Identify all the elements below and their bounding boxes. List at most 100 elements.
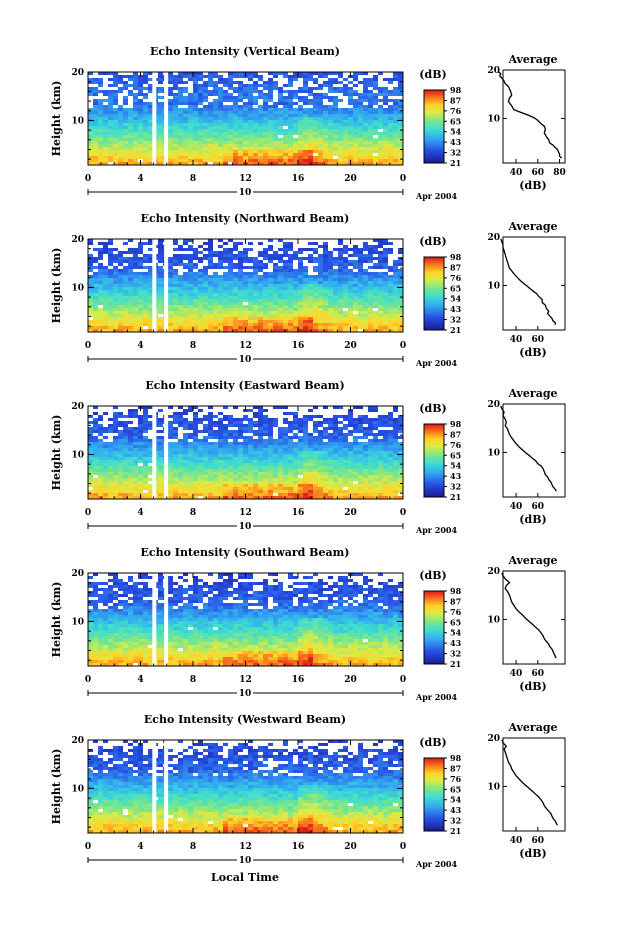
heatmap-cell xyxy=(228,424,233,427)
heatmap-cell xyxy=(258,156,263,159)
heatmap-cell xyxy=(203,457,208,460)
heatmap-cell xyxy=(238,314,243,317)
heatmap-cell xyxy=(183,87,188,90)
heatmap-cell xyxy=(258,135,263,138)
heatmap-cell xyxy=(243,132,248,135)
heatmap-cell xyxy=(243,466,248,469)
heatmap-cell xyxy=(343,433,348,436)
heatmap-cell xyxy=(328,293,333,296)
heatmap-cell xyxy=(293,93,298,96)
heatmap-cell xyxy=(168,117,173,120)
heatmap-cell xyxy=(263,439,268,442)
heatmap-cell xyxy=(288,326,293,329)
heatmap-cell xyxy=(278,451,283,454)
heatmap-cell xyxy=(313,105,318,108)
heatmap-cell xyxy=(188,329,193,332)
colorbar-band xyxy=(424,95,444,97)
heatmap-cell xyxy=(308,278,313,281)
heatmap-cell xyxy=(363,305,368,308)
heatmap-cell xyxy=(108,260,113,263)
heatmap-cell xyxy=(93,111,98,114)
heatmap-cell xyxy=(303,129,308,132)
heatmap-cell xyxy=(353,144,358,147)
heatmap-cell xyxy=(128,239,133,242)
heatmap-cell xyxy=(103,72,108,75)
heatmap-cell xyxy=(368,99,373,102)
heatmap-cell xyxy=(123,81,128,84)
heatmap-cell xyxy=(323,114,328,117)
heatmap-cell xyxy=(263,293,268,296)
heatmap-cell xyxy=(298,281,303,284)
heatmap-cell xyxy=(88,415,93,418)
heatmap-cell xyxy=(113,135,118,138)
heatmap-cell xyxy=(183,254,188,257)
heatmap-cell xyxy=(288,287,293,290)
heatmap-cell xyxy=(373,299,378,302)
heatmap-cell xyxy=(343,269,348,272)
heatmap-cell xyxy=(243,314,248,317)
colorbar-band xyxy=(424,299,444,301)
heatmap-cell xyxy=(158,260,163,263)
heatmap-cell xyxy=(193,272,198,275)
heatmap-cell xyxy=(123,117,128,120)
heatmap-cell xyxy=(238,427,243,430)
heatmap-cell xyxy=(228,436,233,439)
heatmap-cell xyxy=(158,114,163,117)
heatmap-cell xyxy=(233,454,238,457)
heatmap-cell xyxy=(263,99,268,102)
heatmap-cell xyxy=(398,287,403,290)
heatmap-cell xyxy=(233,445,238,448)
heatmap-cell xyxy=(343,454,348,457)
heatmap-cell xyxy=(233,254,238,257)
heatmap-cell xyxy=(288,96,293,99)
colorbar-band xyxy=(424,160,444,162)
heatmap-cell xyxy=(88,329,93,332)
heatmap-cell xyxy=(388,454,393,457)
heatmap-cell xyxy=(158,302,163,305)
heatmap-cell xyxy=(213,266,218,269)
heatmap-cell xyxy=(193,424,198,427)
heatmap-cell xyxy=(258,269,263,272)
heatmap-cell xyxy=(353,406,358,409)
heatmap-cell xyxy=(213,156,218,159)
heatmap-cell xyxy=(123,102,128,105)
heatmap-cell xyxy=(388,305,393,308)
heatmap-cell xyxy=(178,129,183,132)
heatmap-cell xyxy=(243,442,248,445)
heatmap-cell xyxy=(358,317,363,320)
heatmap-cell xyxy=(338,406,343,409)
heatmap-cell xyxy=(98,162,103,165)
heatmap-cell xyxy=(383,96,388,99)
heatmap-cell xyxy=(148,159,153,162)
heatmap-cell xyxy=(273,293,278,296)
heatmap-cell xyxy=(268,284,273,287)
heatmap-cell xyxy=(218,141,223,144)
heatmap-cell xyxy=(208,460,213,463)
colorbar-band xyxy=(424,90,444,92)
heatmap-cell xyxy=(203,320,208,323)
heatmap-cell xyxy=(233,460,238,463)
heatmap-cell xyxy=(93,153,98,156)
heatmap-cell xyxy=(188,72,193,75)
heatmap-cell xyxy=(118,469,123,472)
heatmap-cell xyxy=(248,93,253,96)
heatmap-cell xyxy=(373,451,378,454)
heatmap-cell xyxy=(238,126,243,129)
heatmap-cell xyxy=(128,326,133,329)
heatmap-cell xyxy=(218,430,223,433)
heatmap-cell xyxy=(308,114,313,117)
heatmap-cell xyxy=(98,439,103,442)
heatmap-cell xyxy=(248,108,253,111)
heatmap-cell xyxy=(308,326,313,329)
heatmap-cell xyxy=(123,314,128,317)
heatmap-cell xyxy=(233,111,238,114)
heatmap-cell xyxy=(258,132,263,135)
heatmap-cell xyxy=(313,293,318,296)
heatmap-cell xyxy=(243,266,248,269)
heatmap-cell xyxy=(248,421,253,424)
heatmap-cell xyxy=(203,93,208,96)
heatmap-cell xyxy=(268,442,273,445)
heatmap-cell xyxy=(158,430,163,433)
heatmap-cell xyxy=(323,293,328,296)
heatmap-cell xyxy=(298,126,303,129)
